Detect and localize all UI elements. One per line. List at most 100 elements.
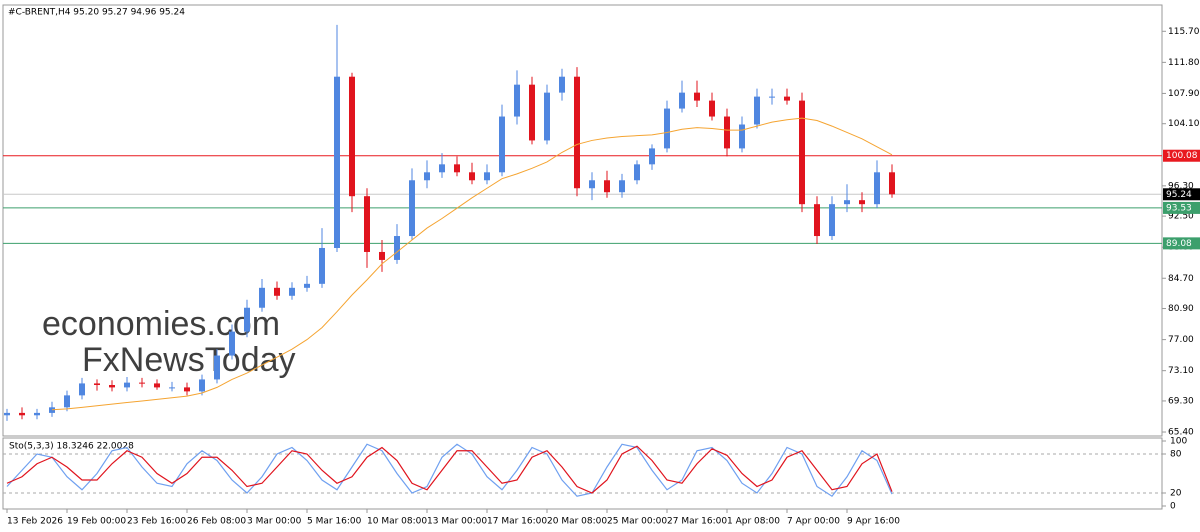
candle-body <box>574 76 580 189</box>
y-tick-label: 96.30 <box>1168 181 1194 191</box>
level-label: 93.53 <box>1166 203 1192 213</box>
y-tick-label: 65.40 <box>1168 428 1194 438</box>
x-tick-label: 13 Feb 2026 <box>7 517 63 527</box>
candle-body <box>844 200 850 205</box>
candle-body <box>604 180 610 193</box>
chart-title: #C-BRENT,H4 95.20 95.27 94.96 95.24 <box>8 8 185 18</box>
candle-body <box>364 196 370 252</box>
candle-body <box>754 96 760 125</box>
y-tick-label: 107.90 <box>1168 89 1200 99</box>
candle-body <box>709 100 715 117</box>
candle-body <box>379 251 385 260</box>
candle-body <box>199 379 205 392</box>
candle-body <box>334 76 340 248</box>
y-tick-label: 84.70 <box>1168 274 1194 284</box>
candle-body <box>514 84 520 117</box>
candle-body <box>109 385 115 388</box>
level-label-bg <box>1163 149 1200 162</box>
candle-body <box>649 148 655 165</box>
x-tick-label: 9 Apr 16:00 <box>847 517 900 527</box>
candle-body <box>889 172 895 195</box>
candle-body <box>139 382 145 384</box>
candle-body <box>274 287 280 296</box>
candle-body <box>94 383 100 386</box>
candle-body <box>184 387 190 392</box>
level-label: 100.08 <box>1166 151 1198 161</box>
candle-body <box>214 355 220 380</box>
x-tick-label: 7 Apr 00:00 <box>787 517 840 527</box>
candle-body <box>259 287 265 308</box>
main-frame <box>2 4 1163 437</box>
y-tick-label: 77.00 <box>1168 335 1194 345</box>
y-tick-label: 104.10 <box>1168 119 1200 129</box>
candle-body <box>244 307 250 332</box>
y-tick-label: 80.90 <box>1168 304 1194 314</box>
candle-body <box>4 412 10 416</box>
level-label-bg <box>1163 201 1200 214</box>
moving-average <box>51 117 893 411</box>
stochastic-line <box>6 445 893 494</box>
y-tick-label: 73.10 <box>1168 366 1194 376</box>
candle-body <box>664 108 670 149</box>
y-tick-label: 115.70 <box>1168 27 1200 37</box>
y-tick-label: 0 <box>1170 502 1176 512</box>
x-tick-label: 27 Mar 16:00 <box>667 517 727 527</box>
x-tick-label: 5 Mar 16:00 <box>307 517 362 527</box>
candle-body <box>154 383 160 388</box>
watermark: FxNewsToday <box>82 341 296 379</box>
stochastic-line <box>6 443 893 498</box>
candle-body <box>739 124 745 149</box>
candle-body <box>169 387 175 389</box>
candle-body <box>589 180 595 189</box>
candle-body <box>484 172 490 181</box>
candle-body <box>814 204 820 237</box>
x-tick-label: 26 Feb 08:00 <box>187 517 246 527</box>
candle-body <box>409 180 415 237</box>
candle-body <box>34 412 40 416</box>
y-tick-label: 111.80 <box>1168 58 1200 68</box>
candle-body <box>799 100 805 205</box>
candle-body <box>394 236 400 260</box>
x-tick-label: 23 Feb 16:00 <box>127 517 186 527</box>
candle-body <box>49 407 55 413</box>
candle-body <box>694 92 700 101</box>
x-tick-label: 3 Mar 00:00 <box>247 517 302 527</box>
candle-body <box>319 247 325 284</box>
candle-body <box>289 287 295 296</box>
y-tick-label: 20 <box>1170 489 1182 499</box>
candle-body <box>424 172 430 181</box>
candle-body <box>769 96 775 98</box>
candle-body <box>499 116 505 173</box>
candle-body <box>439 164 445 173</box>
x-tick-label: 25 Mar 00:00 <box>607 517 667 527</box>
x-tick-label: 1 Apr 08:00 <box>727 517 780 527</box>
sub-frame <box>2 437 1163 510</box>
candle-body <box>229 331 235 356</box>
candle-body <box>874 172 880 205</box>
candle-body <box>724 116 730 149</box>
candle-body <box>634 164 640 181</box>
candle-body <box>859 200 865 205</box>
candle-body <box>559 76 565 93</box>
level-label-bg <box>1163 237 1200 250</box>
candle-body <box>454 164 460 173</box>
candle-body <box>469 172 475 181</box>
level-label: 89.08 <box>1166 239 1192 249</box>
x-tick-label: 17 Mar 16:00 <box>487 517 547 527</box>
candle-body <box>784 96 790 101</box>
candle-body <box>304 283 310 288</box>
candle-body <box>529 84 535 141</box>
candle-body <box>79 383 85 396</box>
candle-body <box>679 92 685 109</box>
y-tick-label: 69.30 <box>1168 396 1194 406</box>
y-tick-label: 92.50 <box>1168 212 1194 222</box>
x-tick-label: 20 Mar 08:00 <box>547 517 607 527</box>
candle-body <box>829 204 835 237</box>
indicator-title: Sto(5,3,3) 18.3246 22.0028 <box>9 442 134 452</box>
y-tick-label: 100 <box>1170 437 1187 447</box>
level-label: 95.24 <box>1166 190 1192 200</box>
x-tick-label: 10 Mar 08:00 <box>367 517 427 527</box>
level-label-bg <box>1163 188 1200 201</box>
